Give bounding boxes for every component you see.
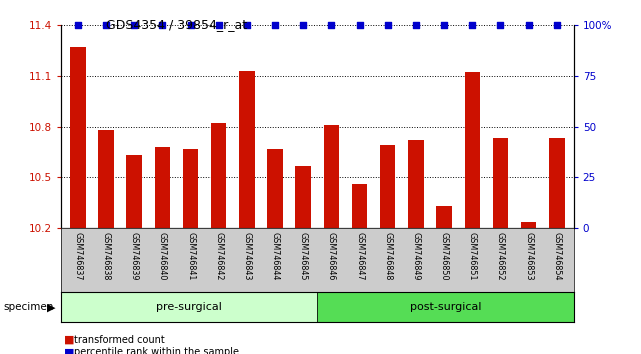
Bar bbox=[267, 149, 283, 228]
Bar bbox=[239, 70, 254, 228]
Point bbox=[439, 22, 449, 28]
Point bbox=[552, 22, 562, 28]
Bar bbox=[493, 138, 508, 228]
Text: GSM746843: GSM746843 bbox=[242, 232, 251, 280]
Text: GSM746848: GSM746848 bbox=[383, 232, 392, 280]
Point bbox=[72, 22, 83, 28]
Bar bbox=[352, 184, 367, 228]
Point bbox=[411, 22, 421, 28]
Point bbox=[354, 22, 365, 28]
Bar bbox=[317, 292, 574, 322]
Point bbox=[524, 22, 534, 28]
Text: specimen: specimen bbox=[3, 302, 54, 312]
Bar bbox=[98, 130, 113, 228]
Point bbox=[101, 22, 111, 28]
Text: pre-surgical: pre-surgical bbox=[156, 302, 222, 312]
Text: GSM746849: GSM746849 bbox=[412, 232, 420, 280]
Point bbox=[383, 22, 393, 28]
Text: ■: ■ bbox=[64, 347, 74, 354]
Point bbox=[326, 22, 337, 28]
Text: GSM746847: GSM746847 bbox=[355, 232, 364, 280]
Text: GSM746841: GSM746841 bbox=[186, 232, 195, 280]
Text: percentile rank within the sample: percentile rank within the sample bbox=[74, 347, 238, 354]
Text: transformed count: transformed count bbox=[74, 335, 165, 345]
Point bbox=[467, 22, 478, 28]
Text: GSM746838: GSM746838 bbox=[101, 232, 110, 280]
Bar bbox=[549, 138, 565, 228]
Bar bbox=[183, 149, 198, 228]
Bar bbox=[465, 72, 480, 228]
Text: GSM746852: GSM746852 bbox=[496, 232, 505, 280]
Text: GDS4354 / 39854_r_at: GDS4354 / 39854_r_at bbox=[106, 18, 247, 31]
Bar bbox=[126, 155, 142, 228]
Text: GSM746854: GSM746854 bbox=[553, 232, 562, 280]
Point bbox=[185, 22, 196, 28]
Bar bbox=[211, 123, 226, 228]
Bar bbox=[154, 147, 170, 228]
Bar bbox=[296, 166, 311, 228]
Point bbox=[129, 22, 139, 28]
Text: GSM746837: GSM746837 bbox=[73, 232, 82, 280]
Bar bbox=[521, 222, 537, 228]
Bar bbox=[61, 292, 317, 322]
Text: GSM746853: GSM746853 bbox=[524, 232, 533, 280]
Text: GSM746844: GSM746844 bbox=[271, 232, 279, 280]
Text: ■: ■ bbox=[64, 335, 74, 345]
Bar bbox=[324, 125, 339, 228]
Text: GSM746850: GSM746850 bbox=[440, 232, 449, 280]
Text: GSM746846: GSM746846 bbox=[327, 232, 336, 280]
Point bbox=[298, 22, 308, 28]
Point bbox=[157, 22, 167, 28]
Text: GSM746851: GSM746851 bbox=[468, 232, 477, 280]
Point bbox=[213, 22, 224, 28]
Bar bbox=[408, 140, 424, 228]
Bar bbox=[437, 206, 452, 228]
Text: GSM746840: GSM746840 bbox=[158, 232, 167, 280]
Point bbox=[270, 22, 280, 28]
Text: post-surgical: post-surgical bbox=[410, 302, 481, 312]
Text: ▶: ▶ bbox=[47, 302, 55, 312]
Point bbox=[242, 22, 252, 28]
Point bbox=[495, 22, 506, 28]
Text: GSM746839: GSM746839 bbox=[129, 232, 138, 280]
Text: GSM746842: GSM746842 bbox=[214, 232, 223, 280]
Bar bbox=[380, 145, 395, 228]
Bar bbox=[70, 47, 85, 228]
Text: GSM746845: GSM746845 bbox=[299, 232, 308, 280]
